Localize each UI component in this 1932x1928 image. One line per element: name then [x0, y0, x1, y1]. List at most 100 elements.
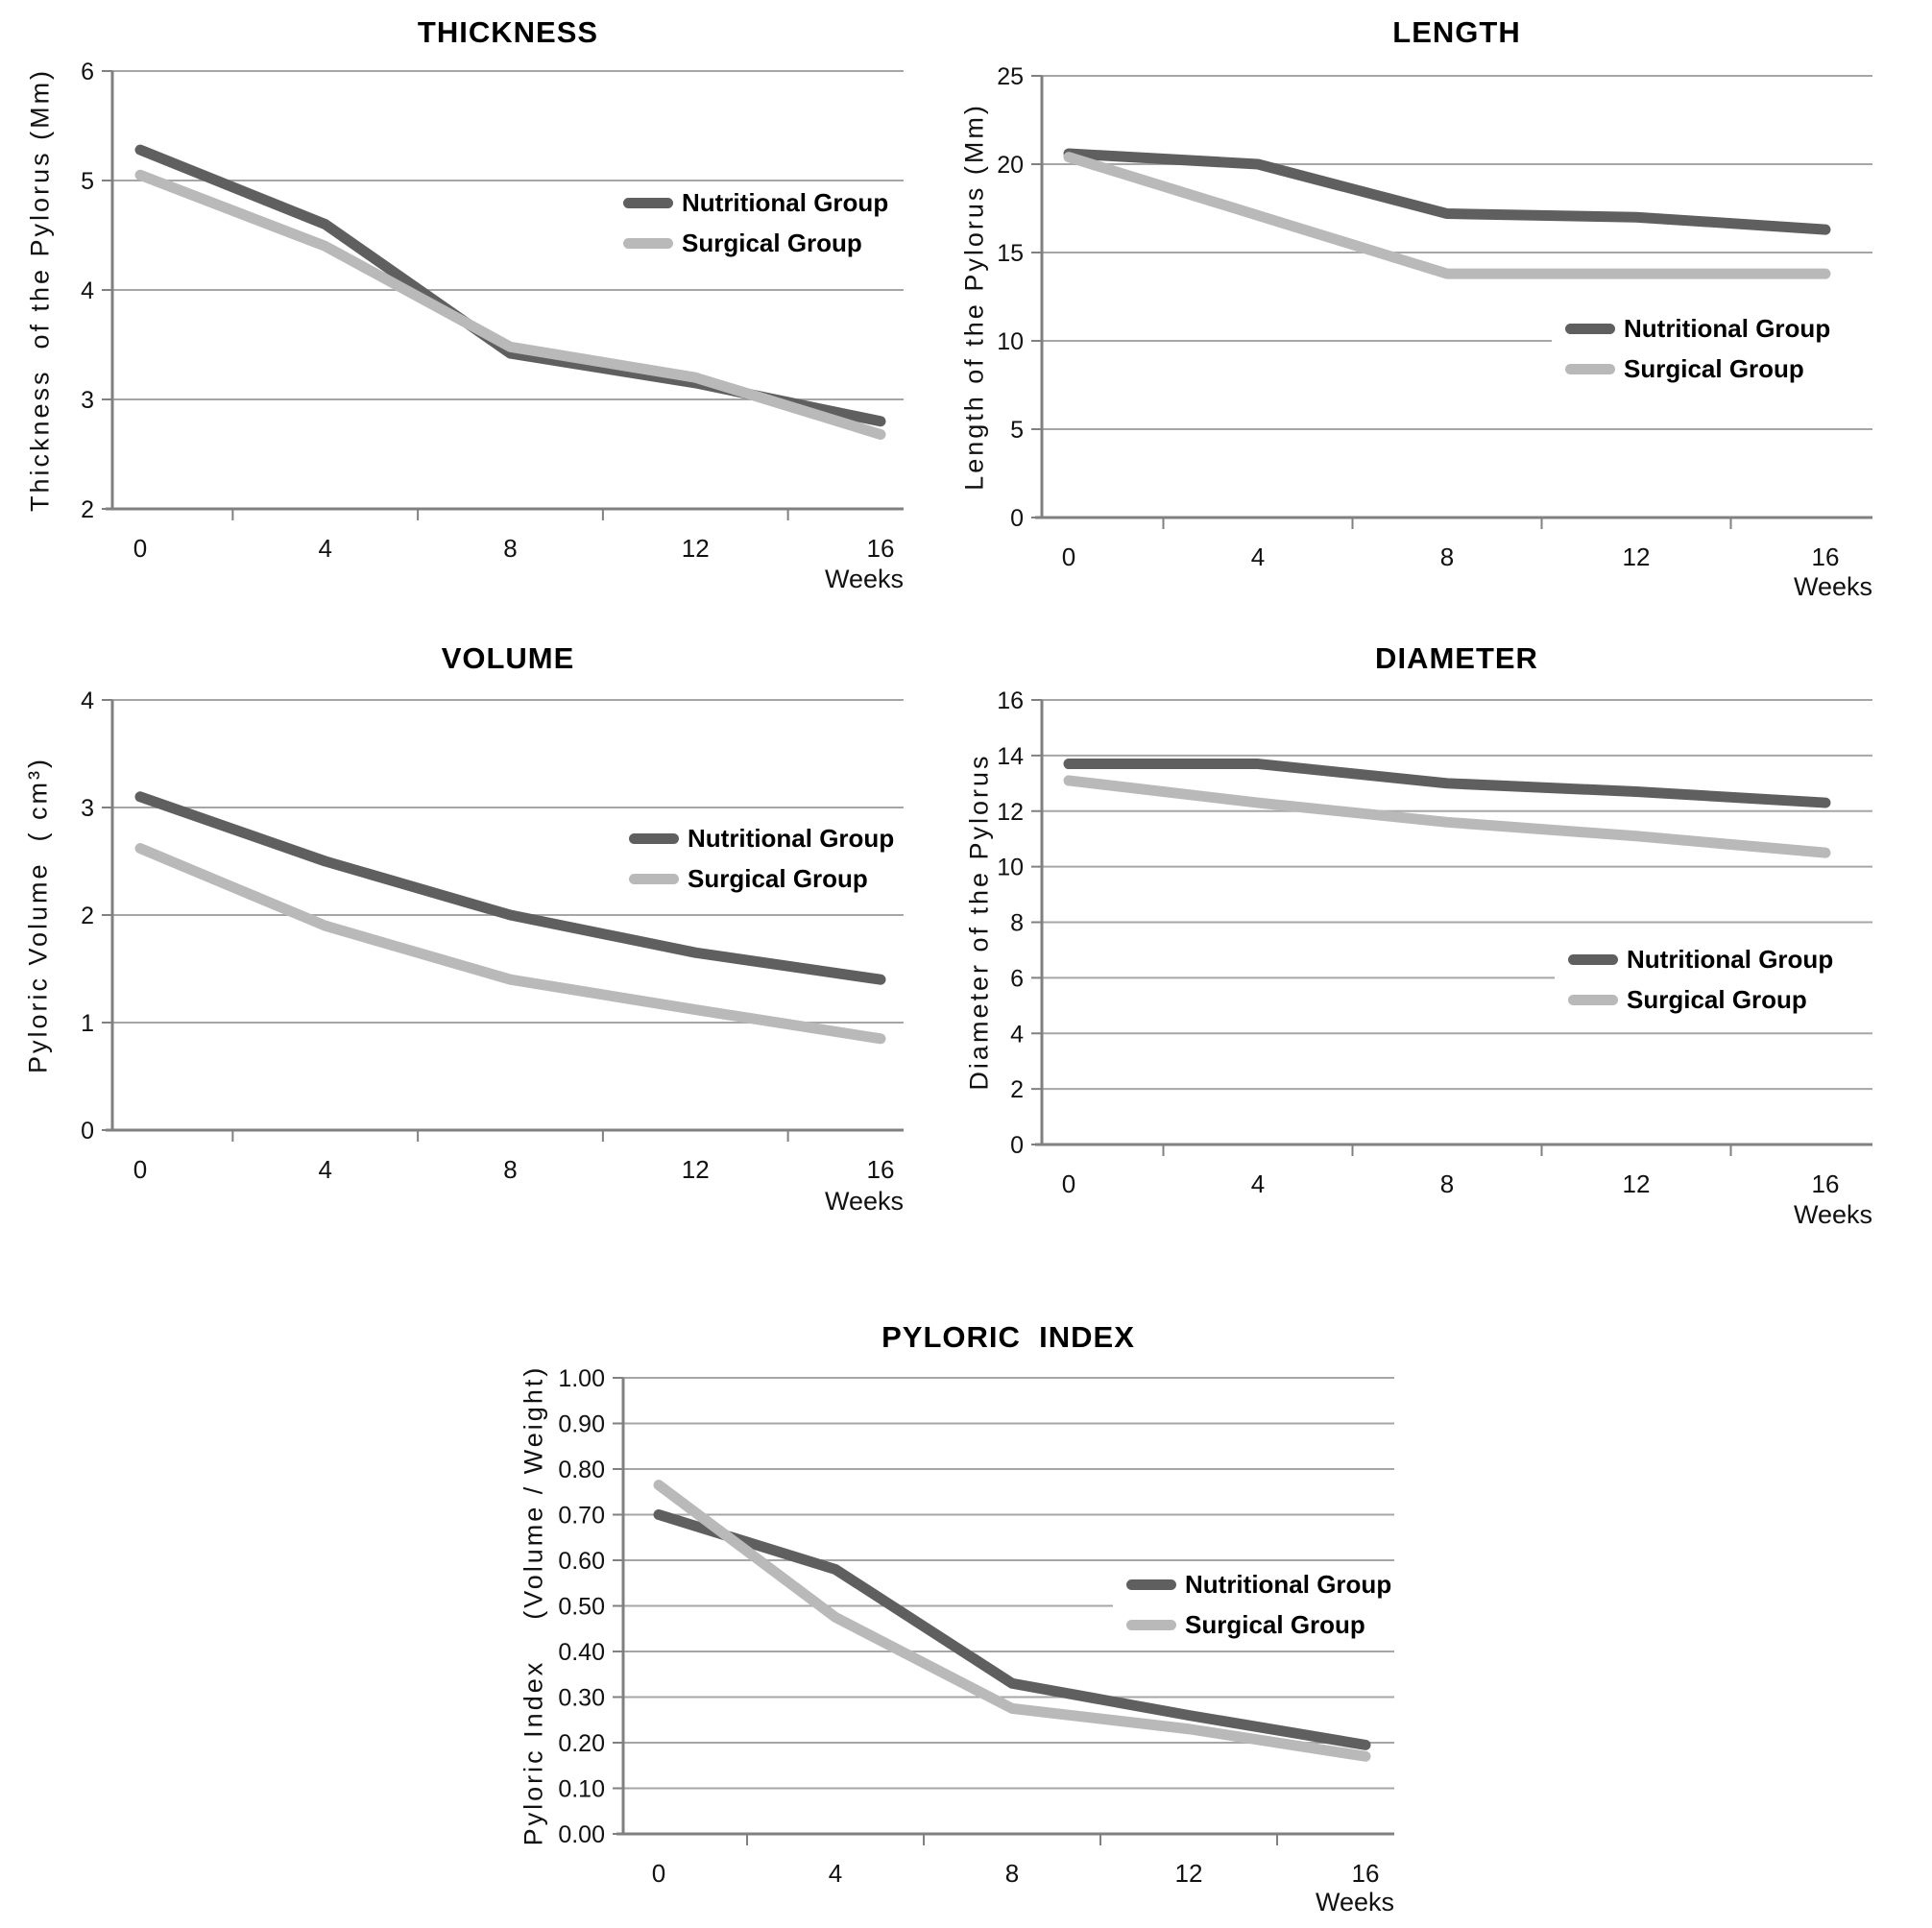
x-tick-label: 12: [1623, 1169, 1651, 1198]
y-tick-labels: 0 1 2 3 4: [81, 687, 112, 1145]
surgical-line-icon: [1565, 363, 1615, 374]
y-tick-label: 0.10: [558, 1776, 605, 1803]
x-axis-label: Weeks: [824, 565, 904, 593]
legend-label: Nutritional Group: [1627, 944, 1834, 974]
series-line-surgical: [653, 1480, 1371, 1762]
legend-item-surgical: Surgical Group: [1565, 349, 1886, 389]
y-tick-label: 0: [1010, 505, 1024, 532]
x-axis-label: Weeks: [1793, 572, 1872, 601]
y-tick-label: 5: [81, 168, 94, 195]
legend-item-surgical: Surgical Group: [623, 223, 917, 263]
x-tick-label: 4: [1251, 1169, 1265, 1198]
y-tick-label: 10: [997, 328, 1024, 355]
y-tick-label: 0.80: [558, 1457, 605, 1483]
x-tick-labels: 0 4 8 12 16: [652, 1834, 1380, 1888]
y-tick-label: 16: [997, 687, 1024, 714]
y-tick-label: 0.20: [558, 1730, 605, 1757]
x-tick-label: 16: [1812, 542, 1840, 571]
y-axis-label: Pyloric Volume ( cm³): [23, 756, 53, 1074]
series-line-surgical: [1063, 152, 1831, 279]
x-tick-label: 4: [829, 1859, 842, 1888]
x-tick-label: 4: [1251, 542, 1265, 571]
legend-label: Surgical Group: [688, 863, 868, 893]
y-tick-label: 0.30: [558, 1685, 605, 1712]
y-tick-label: 2: [81, 496, 94, 523]
x-tick-label: 12: [1623, 542, 1651, 571]
y-tick-label: 20: [997, 152, 1024, 179]
x-tick-label: 12: [1175, 1859, 1203, 1888]
x-tick-labels: 0 4 8 12 16: [133, 1130, 895, 1184]
gridlines: [1042, 699, 1872, 1091]
nutritional-line-icon: [629, 832, 679, 844]
x-tick-label: 0: [1062, 542, 1075, 571]
series-line-nutritional: [1063, 759, 1831, 808]
chart-title: PYLORIC INDEX: [881, 1320, 1135, 1354]
x-tick-label: 8: [1005, 1859, 1019, 1888]
x-tick-label: 4: [319, 534, 332, 563]
y-tick-labels: 0 5 10 15 20 25: [997, 63, 1042, 532]
y-axis-label: Pyloric Index (Volume / Weight): [519, 1364, 548, 1846]
y-tick-labels: 2 3 4 5 6: [81, 59, 112, 523]
x-tick-label: 16: [867, 534, 895, 563]
y-tick-label: 0: [81, 1118, 94, 1145]
surgical-line-icon: [623, 237, 673, 249]
y-tick-label: 1.00: [558, 1365, 605, 1392]
y-tick-label: 4: [1010, 1021, 1024, 1048]
gridlines: [623, 1377, 1394, 1790]
x-tick-labels: 0 4 8 12 16: [133, 509, 895, 563]
nutritional-line-icon: [1126, 1579, 1176, 1590]
legend-item-nutritional: Nutritional Group: [1565, 308, 1886, 349]
x-tick-label: 0: [133, 534, 147, 563]
y-tick-label: 14: [997, 743, 1024, 770]
legend-item-surgical: Surgical Group: [1568, 979, 1886, 1020]
x-tick-label: 4: [319, 1155, 332, 1184]
x-axis-label: Weeks: [824, 1187, 904, 1216]
y-tick-label: 4: [81, 277, 94, 304]
legend-item-surgical: Surgical Group: [1126, 1604, 1408, 1645]
x-tick-label: 0: [652, 1859, 665, 1888]
y-tick-label: 15: [997, 240, 1024, 267]
x-axis-label: Weeks: [1793, 1200, 1872, 1229]
legend-label: Surgical Group: [1627, 984, 1807, 1014]
x-tick-label: 16: [1352, 1859, 1380, 1888]
x-tick-labels: 0 4 8 12 16: [1062, 1145, 1840, 1198]
series-line-nutritional: [653, 1509, 1371, 1750]
surgical-line-icon: [1568, 994, 1618, 1005]
x-axis-label: Weeks: [1315, 1888, 1394, 1916]
plot-thickness: 2 3 4 5 6 0 4 8 12 16: [81, 59, 904, 563]
y-tick-label: 3: [81, 795, 94, 822]
y-tick-label: 2: [81, 903, 94, 929]
series-line-surgical: [134, 169, 886, 440]
legend-label: Surgical Group: [1624, 353, 1804, 383]
x-tick-label: 12: [682, 534, 710, 563]
y-tick-label: 4: [81, 687, 94, 714]
series-line-nutritional: [1063, 148, 1831, 235]
series-line-nutritional: [134, 791, 886, 985]
y-tick-label: 8: [1010, 910, 1024, 937]
y-tick-label: 3: [81, 387, 94, 414]
plot-index: 0.00 0.10 0.20 0.30 0.40 0.50 0.60 0.70 0.80 0.90…: [558, 1365, 1394, 1888]
y-tick-label: 0.50: [558, 1594, 605, 1621]
x-tick-label: 16: [1812, 1169, 1840, 1198]
y-tick-label: 0: [1010, 1132, 1024, 1159]
chart-title: DIAMETER: [1375, 641, 1538, 675]
nutritional-line-icon: [623, 197, 673, 208]
legend-item-nutritional: Nutritional Group: [1126, 1564, 1408, 1604]
series-line-surgical: [134, 843, 886, 1045]
legend-label: Nutritional Group: [688, 823, 895, 853]
series-line-surgical: [1063, 775, 1831, 858]
x-tick-label: 8: [1440, 1169, 1454, 1198]
x-tick-label: 8: [1440, 542, 1454, 571]
y-tick-label: 12: [997, 799, 1024, 826]
legend-item-nutritional: Nutritional Group: [623, 182, 917, 223]
x-tick-label: 16: [867, 1155, 895, 1184]
chart-title: THICKNESS: [417, 15, 599, 49]
x-tick-label: 12: [682, 1155, 710, 1184]
x-tick-label: 0: [133, 1155, 147, 1184]
y-tick-label: 5: [1010, 417, 1024, 444]
chart-title: VOLUME: [441, 641, 575, 675]
surgical-line-icon: [1126, 1619, 1176, 1630]
